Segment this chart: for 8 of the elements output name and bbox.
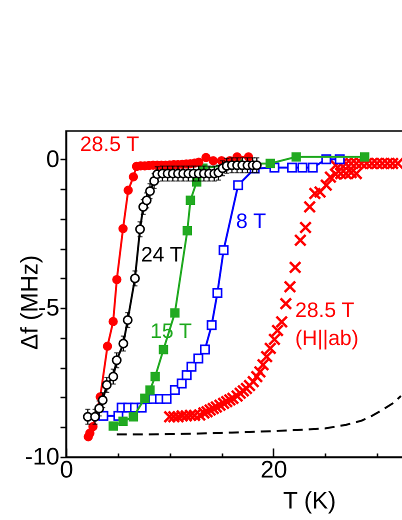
series-label: 8 T: [236, 210, 266, 233]
y-tick-label: 0: [46, 146, 60, 173]
series-label: 24 T: [140, 244, 183, 267]
y-tick-label: -10: [24, 444, 60, 470]
x-tick-label: 20: [260, 456, 288, 484]
series-label: 28.5 T (H||ab): [295, 299, 359, 350]
series-label: 28.5 T: [80, 132, 140, 156]
x-axis-title: T (K): [283, 488, 336, 514]
